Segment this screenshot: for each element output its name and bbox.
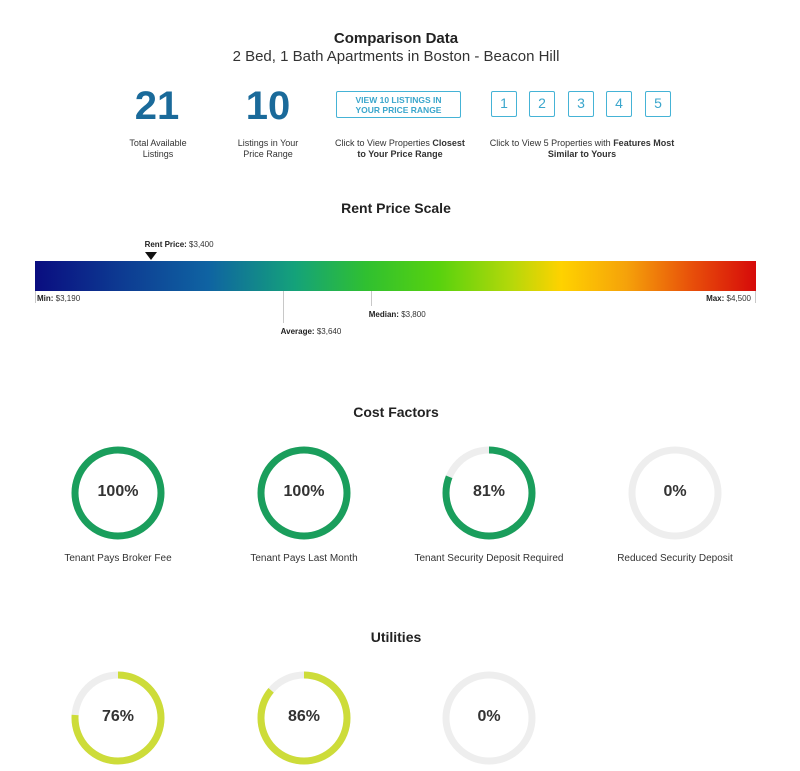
cost-factor-donut-3: 81% [441,445,537,541]
similar-property-button-5[interactable]: 5 [645,91,671,117]
cost-factor-donut-4: 0% [627,445,723,541]
cost-factor-donut-caption: Tenant Pays Last Month [250,553,358,564]
min-price-label: Min: $3,190 [37,294,81,303]
cost-factor-donut-caption: Tenant Security Deposit Required [414,553,564,564]
listings-in-range-caption: Listings in Your Price Range [237,138,299,159]
similar-property-button-4[interactable]: 4 [606,91,632,117]
cost-factor-donut-caption: Reduced Security Deposit [617,553,733,564]
rent-price-label: Rent Price: $3,400 [144,240,214,249]
median-tick [370,291,372,306]
max-price-label: Max: $4,500 [706,294,751,303]
cost-factor-donut-1: 100% [70,445,166,541]
utilities-title: Utilities [370,629,422,645]
view-listings-in-range-button[interactable]: VIEW 10 LISTINGS IN YOUR PRICE RANGE [336,91,461,118]
total-listings-count: 21 [134,84,180,128]
cost-factor-donut-2: 100% [256,445,352,541]
rent-price-marker-icon [144,252,157,260]
similar-properties-caption: Click to View 5 Properties with Features… [489,138,675,159]
page-subtitle: 2 Bed, 1 Bath Apartments in Boston - Bea… [232,48,560,65]
cost-factor-donut-chart [257,446,351,540]
similar-property-button-3[interactable]: 3 [568,91,594,117]
utility-donut-1: 76% [70,670,166,766]
cost-factor-donut-percent: 100% [283,483,325,500]
cost-factor-donut-chart [71,446,165,540]
listings-in-range-count: 10 [245,84,291,128]
similar-property-button-1[interactable]: 1 [491,91,517,117]
utility-donut-percent: 0% [477,708,501,725]
donut-arc [257,446,351,540]
cost-factor-donut-percent: 0% [663,483,687,500]
rent-price-gradient-bar [35,261,756,291]
rent-price-scale-title: Rent Price Scale [341,200,451,216]
view-listings-caption: Click to View Properties Closest to Your… [335,138,465,159]
page-title: Comparison Data [333,30,459,47]
utility-donut-3: 0% [441,670,537,766]
donut-arc [442,446,536,540]
max-tick [755,291,756,303]
utility-donut-percent: 76% [101,708,135,725]
cost-factors-title: Cost Factors [353,404,439,420]
average-price-label: Average: $3,640 [280,327,342,336]
utility-donut-2: 86% [256,670,352,766]
cost-factor-donut-percent: 100% [97,483,139,500]
median-price-label: Median: $3,800 [368,310,426,319]
total-listings-caption: Total Available Listings [129,138,187,159]
cost-factor-donut-chart [628,446,722,540]
utility-donut-percent: 86% [287,708,321,725]
cost-factor-donut-caption: Tenant Pays Broker Fee [64,553,172,564]
donut-track [628,446,722,540]
average-tick [282,291,284,323]
similar-property-button-2[interactable]: 2 [529,91,555,117]
cost-factor-donut-chart [442,446,536,540]
min-tick [35,291,36,303]
donut-arc [71,446,165,540]
cost-factor-donut-percent: 81% [472,483,506,500]
